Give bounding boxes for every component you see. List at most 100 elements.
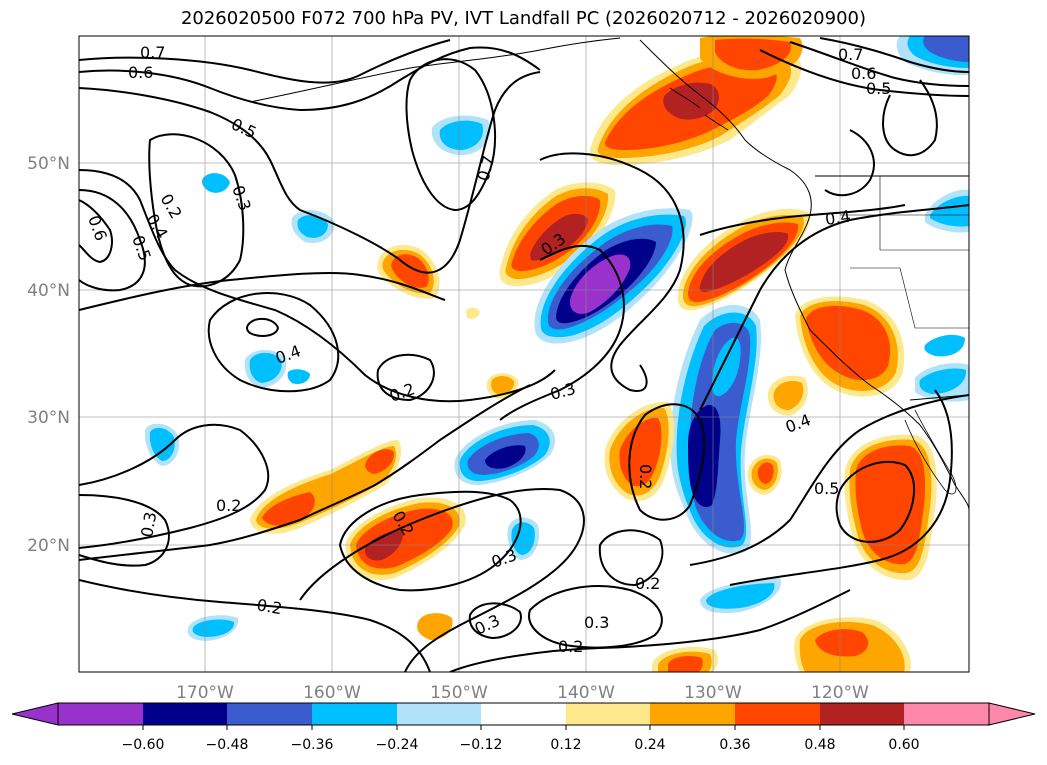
shade-bottom-orange-120w-r bbox=[815, 629, 869, 657]
contour-0.5-loop-left bbox=[79, 71, 541, 274]
contour-small-loop bbox=[246, 317, 280, 337]
contour-label: 0.6 bbox=[851, 64, 876, 83]
contour-label: 0.5 bbox=[814, 479, 839, 498]
contour-label: 0.7 bbox=[140, 43, 165, 62]
map-content: 0.7 0.6 0.5 0.3 0.2 0.4 0.5 0.6 0.7 0.3 … bbox=[79, 36, 969, 672]
contour-0.5-east bbox=[835, 460, 916, 543]
contour-0.6-topleft bbox=[79, 46, 541, 112]
colorbar-tick-label: −0.48 bbox=[206, 737, 249, 753]
contour-0.2-bottom bbox=[449, 589, 851, 672]
contour-label: 0.2 bbox=[216, 496, 241, 515]
shade-blue-128w-14n-in bbox=[706, 583, 775, 609]
colorbar-bin-below-neg-0.60 bbox=[58, 703, 143, 725]
contour-0.2-left bbox=[79, 189, 146, 292]
lat-label: 40°N bbox=[27, 281, 70, 301]
map-frame bbox=[78, 35, 970, 673]
colorbar-bin-0.36-to-0.48 bbox=[735, 703, 820, 725]
lon-axis-labels: 170°W 160°W 150°W 140°W 130°W 120°W bbox=[176, 683, 869, 703]
border-states-3 bbox=[850, 267, 969, 329]
colorbar-extend-high bbox=[988, 702, 1036, 726]
colorbar-bin-neg-0.24-to-neg-0.12 bbox=[397, 703, 481, 725]
shade-cal-r bbox=[806, 305, 891, 381]
contour-0.3-loop-150w-15n bbox=[468, 602, 522, 640]
colorbar-tick-label: −0.24 bbox=[376, 737, 419, 753]
contour-0.6-topright bbox=[789, 41, 969, 87]
contour-0.7-topright bbox=[819, 37, 969, 73]
lat-label: 20°N bbox=[27, 536, 70, 556]
colorbar-tick-label: 0.60 bbox=[888, 737, 919, 753]
shade-blue-174w-in bbox=[149, 427, 175, 461]
colorbar-bin-neg-0.36-to-neg-0.24 bbox=[312, 703, 397, 725]
contour-0.3-east bbox=[499, 244, 625, 421]
coast-alaska bbox=[249, 37, 621, 103]
shade-blue-170w-13n-in bbox=[192, 619, 235, 637]
shade-orange-dot-148w-in bbox=[491, 376, 515, 395]
shade-vblue-cyan2 bbox=[712, 337, 741, 397]
shade-blue-ne-in bbox=[930, 195, 969, 227]
contour-label: 0.2 bbox=[558, 637, 583, 656]
baja bbox=[904, 409, 957, 495]
gulf-islands bbox=[669, 87, 729, 131]
colorbar-tick-label: 0.12 bbox=[550, 737, 581, 753]
contour-0.5-topright bbox=[759, 49, 969, 97]
lon-label: 170°W bbox=[176, 683, 234, 703]
contour-0.2-loop-135w bbox=[628, 403, 706, 521]
contour-0.3-right-loop bbox=[882, 79, 938, 157]
contour-0.7-loop bbox=[405, 58, 496, 212]
colorbar-extend-low bbox=[11, 702, 59, 726]
lat-label: 30°N bbox=[27, 408, 70, 428]
contour-label: 0.7 bbox=[838, 45, 863, 64]
shade-orange-155w-r bbox=[391, 254, 429, 288]
lon-label: 160°W bbox=[303, 683, 361, 703]
contour-0.3-far-left bbox=[79, 494, 170, 567]
pv-shading bbox=[144, 36, 969, 672]
contour-0.2-loop-155w bbox=[338, 490, 522, 592]
shade-blue-150w-50n-inner bbox=[439, 120, 484, 150]
lon-label: 130°W bbox=[684, 683, 742, 703]
contour-0.7-topleft bbox=[79, 39, 451, 84]
lon-label: 140°W bbox=[557, 683, 615, 703]
contour-0.4-east bbox=[689, 394, 969, 566]
colorbar-bin-0.48-to-0.60 bbox=[820, 703, 904, 725]
shade-band-160w-r bbox=[262, 492, 315, 526]
coastlines bbox=[249, 37, 969, 511]
contour-0.3-east-lower bbox=[699, 204, 969, 411]
colorbar-tick-labels: −0.60 −0.48 −0.36 −0.24 −0.12 0.12 0.24 … bbox=[122, 737, 920, 753]
colorbar-bin-0.24-to-0.36 bbox=[650, 703, 735, 725]
colorbar-bin-neg-0.60-to-neg-0.48 bbox=[143, 703, 227, 725]
contour-0.4-ne bbox=[699, 204, 906, 236]
colorbar-frame bbox=[57, 702, 990, 726]
contour-0.4-right bbox=[824, 129, 875, 197]
shade-red-127w-dark bbox=[699, 232, 789, 292]
colorbar-tick-label: 0.24 bbox=[634, 737, 665, 753]
shade-blue-142w-20n-in bbox=[511, 522, 535, 555]
contour-0.4-loop-se bbox=[729, 389, 953, 586]
gridlines bbox=[79, 36, 969, 672]
shade-blue-115w-in bbox=[919, 368, 967, 394]
contour-0.3-lower bbox=[528, 585, 663, 649]
shade-blue-116w bbox=[924, 334, 965, 357]
colorbar-bin-above-0.60 bbox=[904, 703, 989, 725]
shade-blue-166w-in bbox=[249, 352, 282, 383]
colorbar-tick-label: −0.12 bbox=[460, 737, 503, 753]
shade-orange-126w-r bbox=[757, 462, 774, 484]
shade-blue-145w-27n-n bbox=[485, 445, 526, 469]
contour-0.6-left-small bbox=[79, 199, 113, 264]
colorbar-tick-label: 0.48 bbox=[804, 737, 835, 753]
contour-0.2-mid bbox=[79, 271, 446, 311]
coast-alaska-south bbox=[639, 39, 969, 511]
contour-label: 0.6 bbox=[128, 63, 153, 82]
colorbar-tick-label: 0.36 bbox=[719, 737, 750, 753]
shade-red-145w-dark bbox=[530, 213, 588, 261]
colorbar-tick-label: −0.60 bbox=[122, 737, 165, 753]
lon-label: 150°W bbox=[430, 683, 488, 703]
contour-label: 0.5 bbox=[866, 79, 891, 98]
colorbar-tick-label: −0.36 bbox=[291, 737, 334, 753]
contour-label: 0.3 bbox=[137, 510, 160, 538]
contour-0.2-loop-130w bbox=[598, 529, 664, 587]
lat-label: 50°N bbox=[27, 154, 70, 174]
shade-bottom-orange-135w-r bbox=[668, 656, 703, 672]
shade-top-red bbox=[715, 38, 791, 71]
contour-label: 0.2 bbox=[635, 574, 660, 593]
